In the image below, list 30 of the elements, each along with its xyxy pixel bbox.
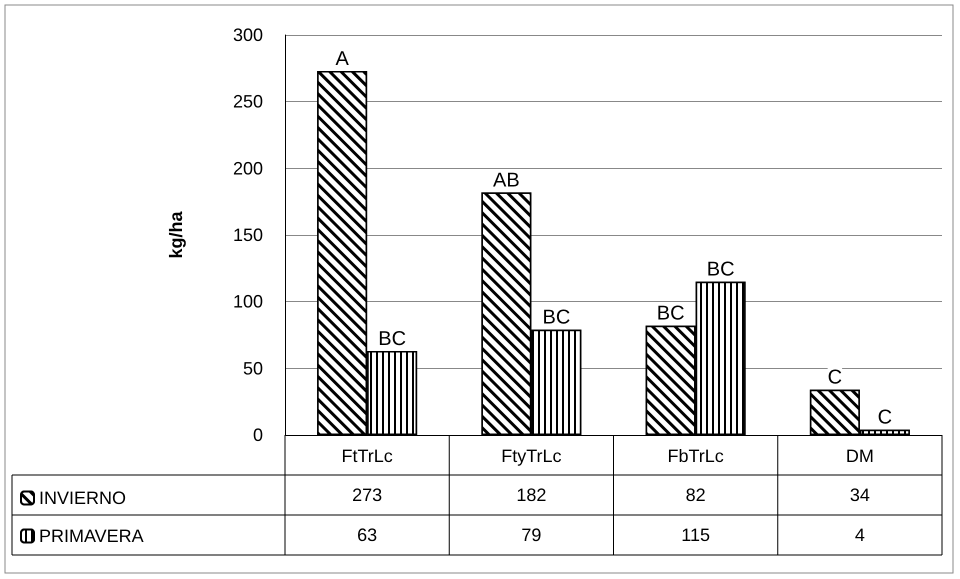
annotation: C <box>878 406 892 429</box>
annotation: AB <box>493 169 520 192</box>
y-tick-label: 200 <box>232 158 263 178</box>
data-label: 182 <box>516 485 546 505</box>
x-tick-label: FtyTrLc <box>501 446 562 466</box>
y-tick-label: 0 <box>252 425 263 445</box>
annotation: BC <box>706 258 735 281</box>
x-tick-label: FtTrLc <box>341 446 393 466</box>
annotation: BC <box>542 306 570 329</box>
data-label: 273 <box>352 485 382 505</box>
y-tick-label: 250 <box>232 92 263 112</box>
annotation: A <box>335 48 350 70</box>
y-axis-title: kg/ha <box>166 210 186 259</box>
data-label: 63 <box>357 525 378 545</box>
y-tick-label: 150 <box>232 225 263 245</box>
legend-label: INVIERNO <box>39 488 126 508</box>
x-tick-label: DM <box>846 446 874 466</box>
data-label: 4 <box>854 525 865 545</box>
y-tick-label: 100 <box>232 292 263 312</box>
x-tick-label: FbTrLc <box>667 446 724 466</box>
data-label: 82 <box>686 485 706 505</box>
data-label: 79 <box>521 525 542 545</box>
data-label: 115 <box>681 525 710 545</box>
annotation: C <box>828 366 842 389</box>
y-tick-label: 50 <box>242 358 263 378</box>
legend-label: PRIMAVERA <box>39 526 144 546</box>
annotation: BC <box>378 328 406 350</box>
y-tick-label: 300 <box>232 25 263 45</box>
annotation: BC <box>656 302 685 325</box>
data-label: 34 <box>850 485 870 505</box>
